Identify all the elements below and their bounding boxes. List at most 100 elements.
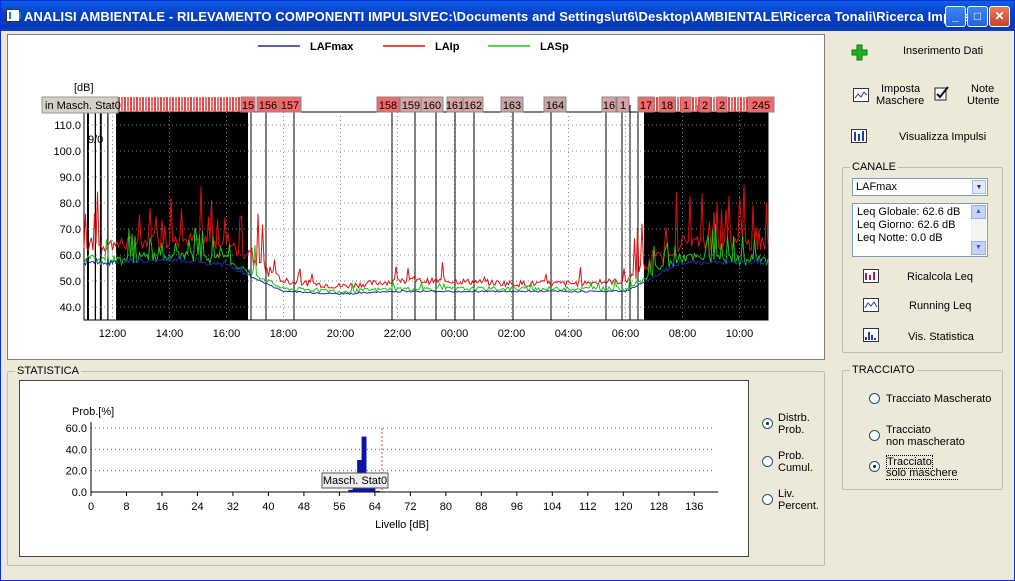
impulse-marker-label: 156 [259,100,277,112]
marker-strip-segment [157,97,159,112]
marker-strip-segment [118,97,120,112]
impulse-marker [680,96,692,113]
stat-x-tick: 64 [369,501,381,513]
impulse-marker [543,96,567,113]
stat-x-tick: 120 [614,501,632,513]
canale-value: LAFmax [856,181,897,193]
marker-strip-segment [238,97,240,112]
stat-x-tick: 80 [440,501,452,513]
radio-circle[interactable] [869,430,880,441]
marker-strip-segment [196,97,198,112]
mask-region [117,112,248,320]
maximize-button[interactable]: □ [967,6,988,27]
radio-label: Prob. [778,450,805,462]
impulse-marker [747,96,775,113]
marker-strip-segment [710,97,712,112]
marker-strip-segment [695,97,697,112]
stat-x-tick: 72 [404,501,416,513]
impulse-marker-label: 2 [702,100,708,112]
radio-circle[interactable] [762,418,773,429]
impulse-marker-label: 159 [402,100,420,112]
marker-strip-segment [127,97,129,112]
marker-strip-segment [178,97,180,112]
y-tick-label: 100.0 [53,146,81,158]
vis-stat-label: Vis. Statistica [908,331,974,343]
marker-strip-segment [130,97,132,112]
canale-group: CANALE [842,161,1003,353]
window-title: ANALISI AMBIENTALE - RILEVAMENTO COMPONE… [24,9,989,24]
marker-strip-segment [184,97,186,112]
visualizza-label: Visualizza Impulsi [899,131,987,143]
tooltip-box [321,472,389,489]
marker-strip-segment [121,97,123,112]
impulse-marker [240,96,256,113]
marker-strip-segment [199,97,201,112]
impulse-marker [376,96,400,113]
marker-strip-segment [169,97,171,112]
statistics-chart[interactable]: Prob.[%] 60.0 40.0 20.0 0.0 0 8 16 24 32 40 48 56 64 7… [19,380,749,557]
recalc-icon [863,269,879,283]
stat-x-tick: 96 [511,501,523,513]
stat-x-tick: 48 [298,501,310,513]
time-history-chart[interactable]: LAFmax LAIp LASp [dB] 100.0 90.0 80.0 70.0 60.0 5… [7,34,825,360]
impulse-marker-label: 18 [661,100,673,112]
scroll-down-icon[interactable]: ▼ [971,241,986,255]
mask-label: in Masch. Stat0 [45,100,121,112]
y-tick-label: 70.0 [60,224,81,236]
series-lasp-line [83,224,769,294]
mask-region [644,112,768,320]
impulse-marker-label: 245 [752,100,770,112]
marker-strip-segment [160,97,162,112]
marker-strip-segment [190,97,192,112]
chevron-down-icon[interactable]: ▼ [972,180,986,194]
radio-circle[interactable] [869,461,880,472]
marker-strip-segment [214,97,216,112]
stat-x-tick: 0 [88,501,94,513]
stat-y-tick: 60.0 [66,423,87,435]
title-bar[interactable]: ANALISI AMBIENTALE - RILEVAMENTO COMPONE… [1,1,1014,31]
marker-strip-segment [136,97,138,112]
y-tick-label: 40.0 [60,302,81,314]
marker-strip-segment [226,97,228,112]
marker-strip-segment [172,97,174,112]
y-tick-label: 80.0 [60,198,81,210]
impulse-marker-label: 1 [683,100,689,112]
leq-scrollbar[interactable]: ▲ ▼ [971,205,986,255]
marker-strip-segment [731,97,733,112]
canale-label: CANALE [850,161,899,173]
marker-strip-segment [743,97,745,112]
x-tick-label: 22:00 [384,328,412,340]
radio-label: Percent. [778,500,819,512]
tooltip-label: Masch. Stat0 [323,475,387,487]
marker-strip-segment [187,97,189,112]
close-button[interactable]: ✕ [989,6,1010,27]
x-tick-label: 20:00 [327,328,355,340]
statistics-svg: Prob.[%] 60.0 40.0 20.0 0.00 8 16 24 32 40 48 56 64 7… [66,406,718,531]
x-tick-label: 18:00 [270,328,298,340]
radio-circle[interactable] [762,456,773,467]
stat-x-tick: 40 [262,501,274,513]
impulse-marker-label: 157 [281,100,299,112]
marker-strip-segment [229,97,231,112]
impulse-marker-label: 17 [640,100,652,112]
radio-circle[interactable] [869,393,880,404]
canale-select[interactable]: LAFmax ▼ [852,178,988,196]
impulse-marker-label: 163 [503,100,521,112]
y-tick-label: 110.0 [54,120,81,132]
x-tick-label: 04:00 [555,328,583,340]
impulse-marker [278,96,302,113]
radio-circle[interactable] [762,494,773,505]
minimize-button[interactable]: _ [945,6,966,27]
marker-strip-segment [208,97,210,112]
x-tick-label: 10:00 [726,328,754,340]
impulse-marker-label: 1 [620,100,626,112]
x-tick-label: 16:00 [213,328,241,340]
impulse-marker [462,96,484,113]
stat-x-tick: 128 [650,501,668,513]
marker-strip-segment [698,97,700,112]
impulse-icon [851,129,867,143]
note-label-2: Utente [967,95,1000,107]
impulse-marker-label: 15 [242,100,254,112]
leq-listbox[interactable]: Leq Globale: 62.6 dB Leq Giorno: 62.6 dB… [852,203,988,257]
scroll-up-icon[interactable]: ▲ [971,205,986,219]
